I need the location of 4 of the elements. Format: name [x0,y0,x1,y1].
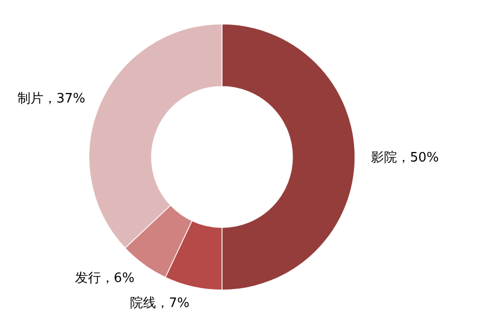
slice-label: 院线，7% [130,296,190,311]
slice-label: 影院，50% [371,150,439,166]
slice-label: 制片，37% [17,91,86,106]
slice-label: 发行，6% [74,271,134,286]
